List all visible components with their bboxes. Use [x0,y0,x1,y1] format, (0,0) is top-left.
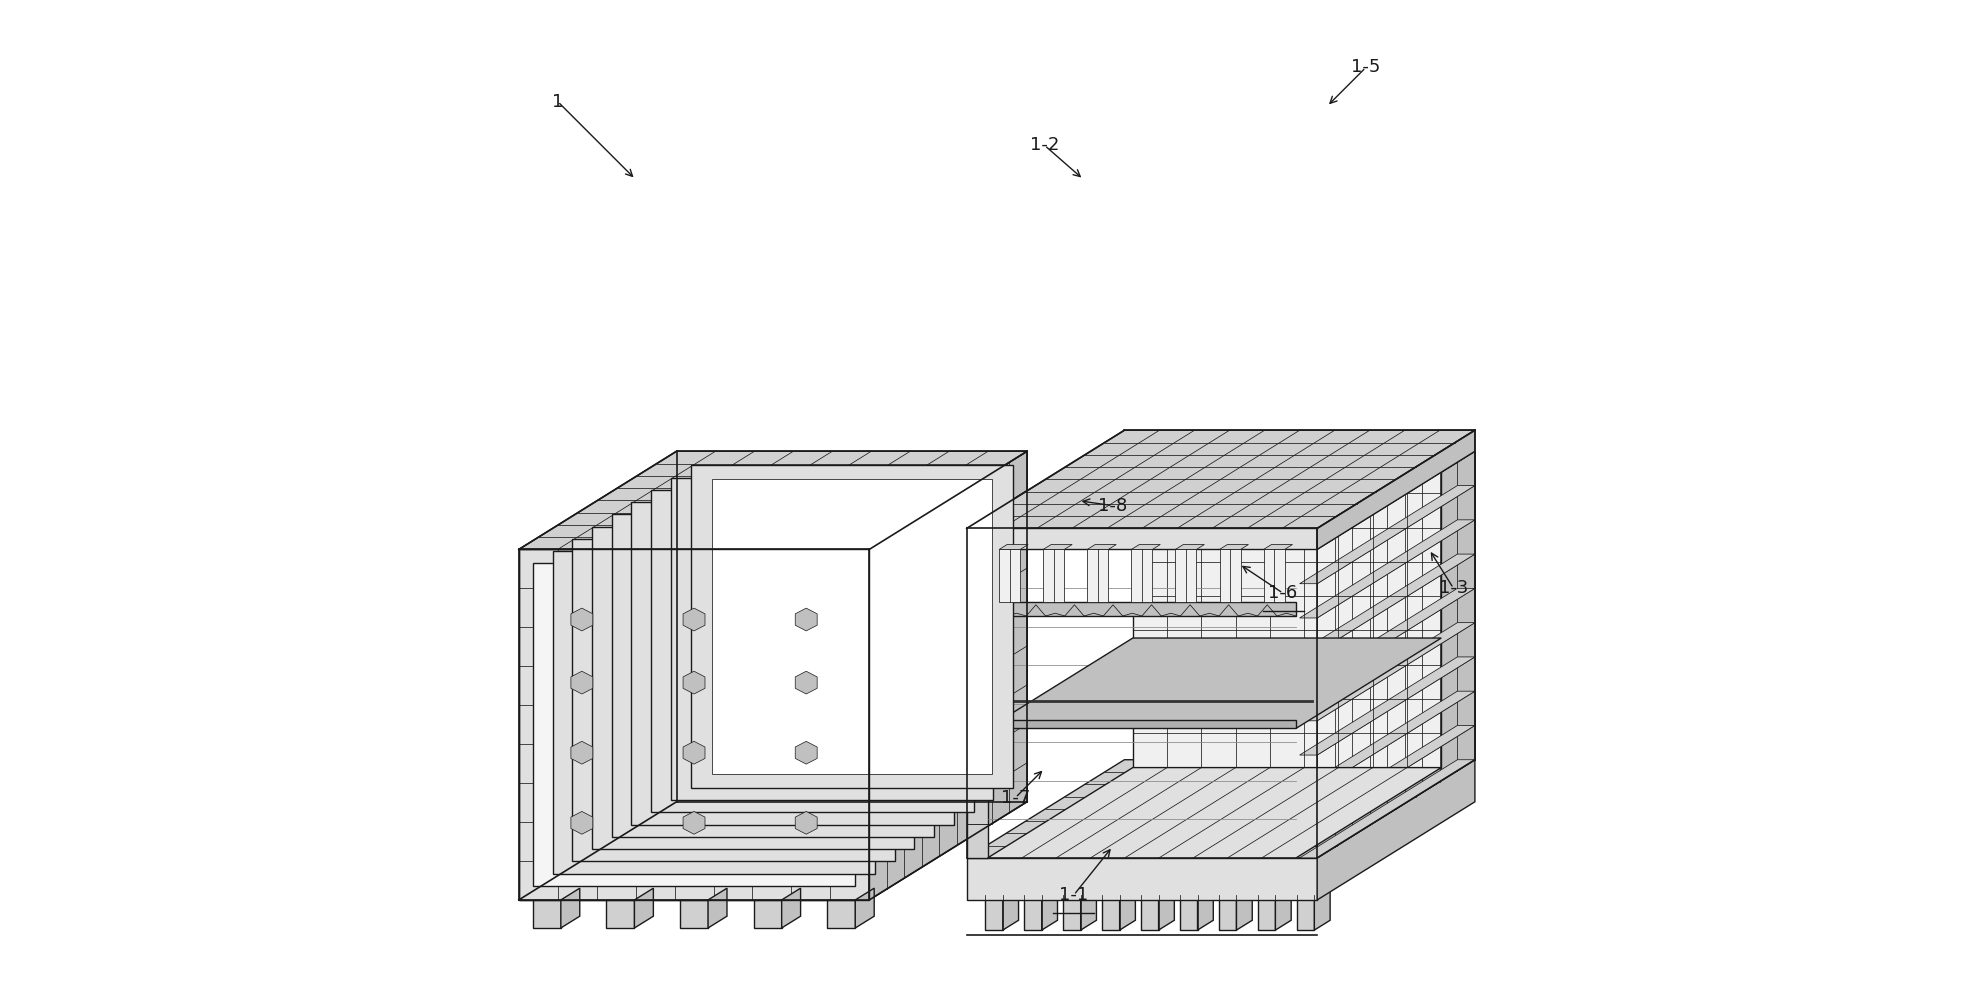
Polygon shape [684,741,706,764]
Polygon shape [1318,430,1475,549]
Polygon shape [612,515,934,837]
Text: 1-2: 1-2 [1031,136,1058,154]
Text: 1-7: 1-7 [1001,789,1031,806]
Polygon shape [553,551,874,874]
Polygon shape [553,577,834,872]
Polygon shape [1132,549,1152,602]
Polygon shape [1102,895,1120,930]
Polygon shape [1274,885,1290,930]
Text: 1: 1 [553,92,563,111]
Polygon shape [708,888,727,928]
Text: 1-5: 1-5 [1352,59,1381,77]
Polygon shape [1300,691,1475,790]
Polygon shape [573,539,894,861]
Polygon shape [1300,726,1475,824]
Polygon shape [1120,885,1136,930]
Polygon shape [1197,885,1213,930]
Polygon shape [1179,895,1197,930]
Polygon shape [1259,895,1274,930]
Polygon shape [1237,885,1253,930]
Polygon shape [967,549,987,858]
Polygon shape [795,672,817,694]
Polygon shape [519,452,1027,549]
Polygon shape [987,638,1441,729]
Polygon shape [634,888,654,928]
Polygon shape [967,760,1475,858]
Polygon shape [781,888,801,928]
Polygon shape [1088,544,1116,549]
Polygon shape [1318,452,1475,858]
Polygon shape [1025,895,1043,930]
Polygon shape [795,741,817,764]
Polygon shape [1175,544,1205,549]
Text: 1-1: 1-1 [1058,886,1088,904]
Polygon shape [1142,895,1159,930]
Polygon shape [967,858,1318,900]
Polygon shape [1265,549,1284,602]
Polygon shape [571,811,593,835]
Polygon shape [670,477,993,800]
Polygon shape [684,811,706,835]
Polygon shape [1219,895,1237,930]
Polygon shape [680,900,708,928]
Polygon shape [987,768,1441,858]
Polygon shape [1300,588,1475,686]
Polygon shape [1134,460,1441,768]
Polygon shape [987,602,1296,616]
Polygon shape [533,564,856,886]
Polygon shape [1318,760,1475,900]
Polygon shape [1265,544,1292,549]
Polygon shape [967,528,1318,549]
Polygon shape [571,672,593,694]
Polygon shape [561,888,581,928]
Polygon shape [795,608,817,630]
Polygon shape [1300,519,1475,618]
Polygon shape [1080,885,1096,930]
Polygon shape [826,900,856,928]
Polygon shape [1043,549,1064,602]
Polygon shape [999,549,1021,602]
Polygon shape [1175,549,1197,602]
Polygon shape [967,430,1475,528]
Polygon shape [690,465,1013,788]
Polygon shape [1296,895,1314,930]
Polygon shape [684,608,706,630]
Polygon shape [1314,885,1330,930]
Polygon shape [533,900,561,928]
Text: 1-8: 1-8 [1098,497,1128,515]
Polygon shape [1132,544,1159,549]
Polygon shape [999,544,1029,549]
Polygon shape [571,741,593,764]
Polygon shape [1300,623,1475,721]
Polygon shape [1300,554,1475,652]
Polygon shape [1043,544,1072,549]
Polygon shape [1062,895,1080,930]
Polygon shape [1300,657,1475,755]
Polygon shape [795,811,817,835]
Polygon shape [571,608,593,630]
Polygon shape [753,900,781,928]
Polygon shape [632,502,953,825]
Polygon shape [1159,885,1175,930]
Polygon shape [606,900,634,928]
Polygon shape [856,888,874,928]
Polygon shape [593,526,914,849]
Polygon shape [1219,544,1249,549]
Polygon shape [985,895,1003,930]
Polygon shape [1300,485,1475,583]
Polygon shape [1219,549,1241,602]
Polygon shape [1088,549,1108,602]
Polygon shape [1003,885,1019,930]
Text: 1-3: 1-3 [1439,579,1469,597]
Polygon shape [1300,760,1475,858]
Polygon shape [684,672,706,694]
Polygon shape [870,452,1027,900]
Polygon shape [1300,452,1475,549]
Polygon shape [519,549,870,900]
Polygon shape [987,720,1296,729]
Polygon shape [652,490,973,812]
Polygon shape [1043,885,1058,930]
Polygon shape [712,479,991,774]
Text: 1-6: 1-6 [1268,584,1298,602]
